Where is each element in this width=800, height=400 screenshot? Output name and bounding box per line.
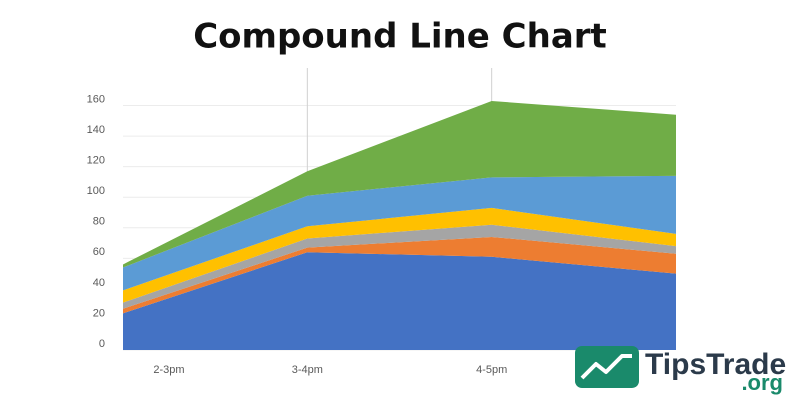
x-tick-label: 4-5pm	[476, 364, 507, 376]
logo-icon	[575, 346, 639, 388]
plot-area: 0204060801001201401602-3pm3-4pm4-5pm5-6p…	[87, 68, 692, 376]
area	[123, 175, 676, 291]
logo-bg	[640, 350, 785, 395]
logo-text: TipsTrade	[645, 348, 786, 381]
chart-title: Compound Line Chart	[193, 17, 607, 57]
area	[123, 236, 676, 314]
x-tick-label: 2-3pm	[153, 364, 184, 376]
y-tick-label: 0	[99, 338, 105, 350]
area	[123, 224, 676, 309]
y-tick-label: 100	[87, 185, 105, 197]
logo: TipsTrade .org	[575, 346, 786, 395]
y-tick-label: 140	[87, 124, 105, 136]
y-tick-label: 120	[87, 155, 105, 167]
logo-icon-line	[580, 354, 632, 380]
area	[123, 100, 676, 268]
area	[123, 207, 676, 303]
area	[123, 252, 676, 350]
y-tick-label: 160	[87, 93, 105, 105]
y-tick-label: 60	[93, 246, 105, 258]
logo-suffix: .org	[741, 370, 783, 395]
y-tick-label: 80	[93, 216, 105, 228]
y-tick-label: 20	[93, 307, 105, 319]
x-tick-label: 3-4pm	[292, 364, 323, 376]
y-tick-label: 40	[93, 277, 105, 289]
